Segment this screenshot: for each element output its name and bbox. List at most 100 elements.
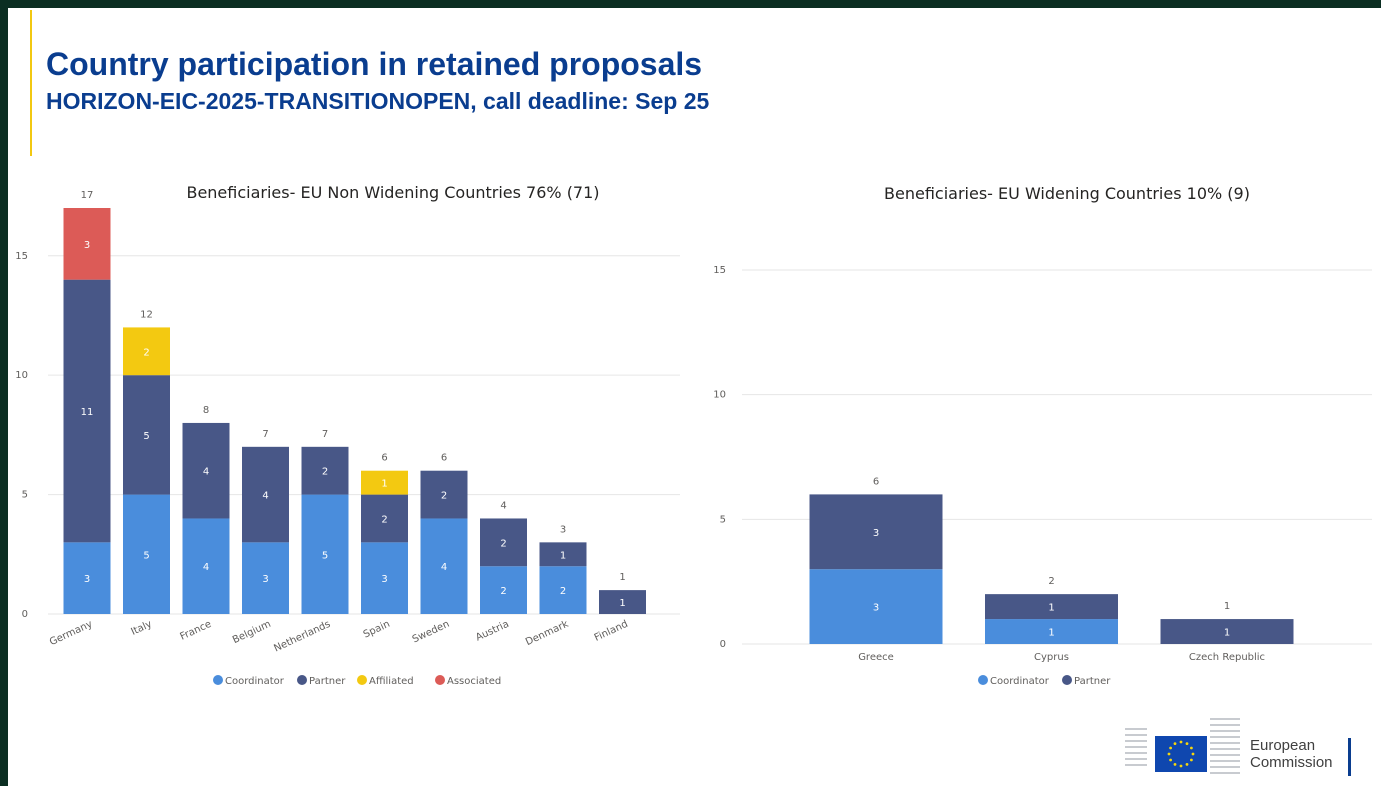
bar-germany-coordinator [63, 542, 111, 614]
data-label: 1 [1048, 628, 1054, 639]
x-tick-label: Austria [474, 619, 511, 644]
bar-france-coordinator [182, 518, 230, 614]
data-label: 3 [381, 574, 387, 585]
legend-label: Coordinator [990, 676, 1050, 687]
data-label: 2 [560, 586, 566, 597]
data-label: 5 [143, 550, 149, 561]
bar-czech-republic-partner [1160, 619, 1294, 644]
data-label: 11 [81, 407, 94, 418]
data-label: 4 [203, 467, 209, 478]
bar-netherlands-partner [301, 446, 349, 495]
legend-marker [357, 675, 367, 685]
data-label: 2 [322, 467, 328, 478]
legend-marker [213, 675, 223, 685]
chart-non-widening: Beneficiaries- EU Non Widening Countries… [8, 168, 688, 708]
chart-title: Beneficiaries- EU Widening Countries 10%… [884, 184, 1250, 203]
x-tick-label: Denmark [524, 619, 570, 648]
total-label: 6 [873, 476, 879, 487]
x-tick-label: Sweden [411, 619, 451, 646]
total-label: 7 [262, 429, 268, 440]
y-tick-label: 10 [713, 390, 726, 401]
chart-title: Beneficiaries- EU Non Widening Countries… [186, 183, 599, 202]
data-label: 1 [560, 550, 566, 561]
total-label: 7 [322, 429, 328, 440]
bar-cyprus-partner [985, 594, 1118, 620]
x-tick-label: Netherlands [272, 619, 332, 655]
bar-italy-affiliated [123, 327, 170, 376]
data-label: 2 [500, 586, 506, 597]
bar-spain-partner [361, 494, 408, 543]
data-label: 4 [203, 562, 209, 573]
total-label: 8 [203, 405, 209, 416]
european-commission-logo: European Commission [1120, 708, 1360, 778]
total-label: 3 [560, 524, 566, 535]
x-tick-label: Italy [129, 619, 153, 638]
y-tick-label: 0 [22, 609, 28, 620]
x-tick-label: Germany [48, 619, 94, 648]
x-tick-label: Greece [858, 652, 894, 663]
data-label: 1 [1048, 603, 1054, 614]
x-tick-label: Finland [593, 619, 630, 644]
bar-germany-associated [63, 208, 111, 280]
chart-non-widening-svg: Beneficiaries- EU Non Widening Countries… [15, 183, 680, 687]
data-label: 2 [441, 491, 447, 502]
chart-widening-svg: Beneficiaries- EU Widening Countries 10%… [713, 184, 1372, 687]
x-tick-label: Spain [362, 619, 392, 641]
total-label: 12 [140, 309, 153, 320]
bar-spain-coordinator [361, 542, 408, 614]
page-title: Country participation in retained propos… [46, 46, 703, 82]
y-tick-label: 10 [15, 370, 28, 381]
legend-label: Associated [447, 676, 501, 687]
x-tick-label: Czech Republic [1189, 652, 1265, 663]
y-tick-label: 15 [713, 265, 726, 276]
legend-label: Partner [309, 676, 346, 687]
bar-sweden-partner [420, 470, 468, 519]
ec-logo-line2: Commission [1250, 754, 1333, 771]
bar-italy-coordinator [123, 494, 170, 614]
data-label: 3 [262, 574, 268, 585]
legend-label: Affiliated [369, 676, 414, 687]
bar-sweden-coordinator [420, 518, 468, 614]
bar-germany-partner [63, 279, 111, 543]
bar-austria-partner [480, 518, 527, 567]
legend-marker [435, 675, 445, 685]
total-label: 1 [1224, 601, 1230, 612]
data-label: 5 [322, 550, 328, 561]
y-tick-label: 0 [720, 639, 726, 650]
bar-cyprus-coordinator [985, 619, 1118, 644]
x-tick-label: France [178, 619, 213, 643]
total-label: 1 [619, 572, 625, 583]
data-label: 2 [500, 538, 506, 549]
y-tick-label: 5 [720, 514, 726, 525]
accent-line [30, 10, 32, 156]
page-subtitle: HORIZON-EIC-2025-TRANSITIONOPEN, call de… [46, 88, 710, 114]
x-tick-label: Belgium [231, 619, 273, 646]
data-label: 4 [441, 562, 447, 573]
total-label: 6 [441, 453, 447, 464]
total-label: 2 [1048, 576, 1054, 587]
y-tick-label: 15 [15, 251, 28, 262]
slide: Country participation in retained propos… [8, 8, 1381, 786]
chart-widening: Beneficiaries- EU Widening Countries 10%… [698, 168, 1378, 708]
bar-denmark-partner [539, 542, 587, 567]
bar-finland-partner [599, 590, 646, 614]
data-label: 1 [381, 479, 387, 490]
ec-logo-mark-icon [1125, 718, 1240, 774]
data-label: 3 [873, 603, 879, 614]
bar-netherlands-coordinator [301, 494, 349, 614]
bar-greece-coordinator [809, 569, 943, 644]
bar-austria-coordinator [480, 566, 527, 614]
data-label: 5 [143, 431, 149, 442]
ec-logo-bar [1348, 738, 1351, 776]
ec-logo-text: European Commission [1250, 737, 1333, 771]
legend-label: Coordinator [225, 676, 285, 687]
data-label: 3 [873, 528, 879, 539]
data-label: 1 [619, 598, 625, 609]
bar-belgium-coordinator [242, 542, 289, 614]
x-tick-label: Cyprus [1034, 652, 1069, 663]
legend-marker [978, 675, 988, 685]
bar-belgium-partner [242, 446, 289, 543]
total-label: 4 [500, 500, 506, 511]
bar-denmark-coordinator [539, 566, 587, 614]
legend-marker [1062, 675, 1072, 685]
